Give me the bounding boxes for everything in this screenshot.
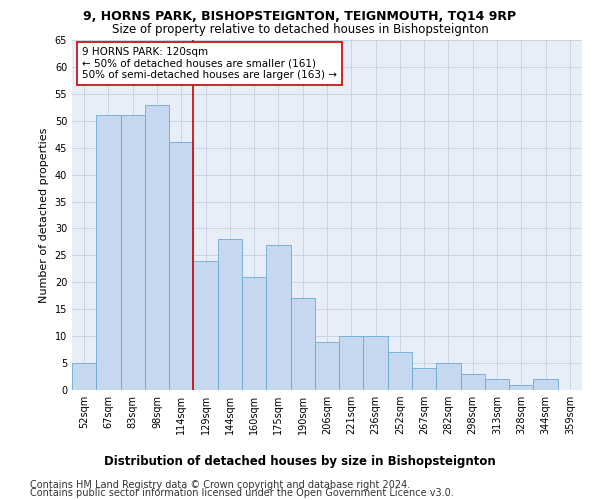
Bar [315, 342, 339, 390]
Bar [145, 104, 169, 390]
Y-axis label: Number of detached properties: Number of detached properties [39, 128, 49, 302]
Bar [121, 116, 145, 390]
Bar [509, 384, 533, 390]
Bar [169, 142, 193, 390]
Bar [388, 352, 412, 390]
Bar [461, 374, 485, 390]
Text: 9, HORNS PARK, BISHOPSTEIGNTON, TEIGNMOUTH, TQ14 9RP: 9, HORNS PARK, BISHOPSTEIGNTON, TEIGNMOU… [83, 10, 517, 23]
Bar [364, 336, 388, 390]
Text: Distribution of detached houses by size in Bishopsteignton: Distribution of detached houses by size … [104, 455, 496, 468]
Bar [436, 363, 461, 390]
Bar [339, 336, 364, 390]
Bar [533, 379, 558, 390]
Text: Contains public sector information licensed under the Open Government Licence v3: Contains public sector information licen… [30, 488, 454, 498]
Bar [193, 261, 218, 390]
Text: Size of property relative to detached houses in Bishopsteignton: Size of property relative to detached ho… [112, 22, 488, 36]
Bar [72, 363, 96, 390]
Bar [218, 239, 242, 390]
Bar [242, 277, 266, 390]
Bar [266, 244, 290, 390]
Text: 9 HORNS PARK: 120sqm
← 50% of detached houses are smaller (161)
50% of semi-deta: 9 HORNS PARK: 120sqm ← 50% of detached h… [82, 47, 337, 80]
Bar [96, 116, 121, 390]
Text: Contains HM Land Registry data © Crown copyright and database right 2024.: Contains HM Land Registry data © Crown c… [30, 480, 410, 490]
Bar [485, 379, 509, 390]
Bar [412, 368, 436, 390]
Bar [290, 298, 315, 390]
